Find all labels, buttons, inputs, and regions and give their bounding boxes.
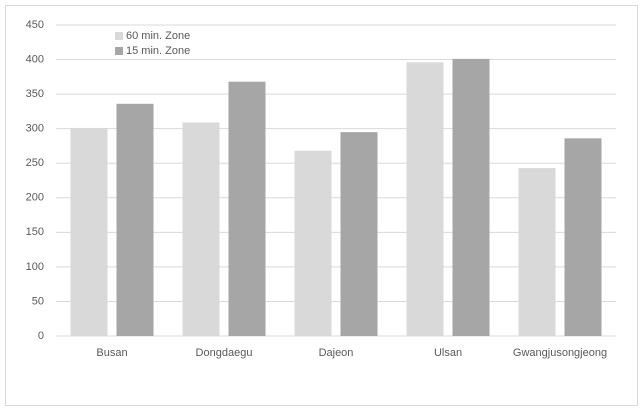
bar: [406, 62, 444, 336]
y-tick-label: 0: [38, 330, 44, 342]
x-tick-label: Dongdaegu: [196, 347, 253, 359]
y-tick-label: 50: [32, 295, 44, 307]
y-tick-label: 100: [26, 261, 44, 273]
y-tick-label: 350: [26, 88, 44, 100]
bar: [70, 127, 108, 336]
bar: [116, 103, 154, 336]
x-tick-label: Busan: [96, 347, 127, 359]
y-tick-label: 400: [26, 53, 44, 65]
bar: [564, 138, 602, 336]
bar: [182, 122, 220, 337]
y-tick-label: 300: [26, 123, 44, 135]
y-tick-label: 450: [26, 19, 44, 31]
bar: [294, 150, 332, 336]
legend-swatch: [115, 47, 123, 55]
x-tick-label: Ulsan: [434, 347, 462, 359]
legend-swatch: [115, 32, 123, 40]
x-tick-label: Dajeon: [319, 347, 354, 359]
bar: [228, 81, 266, 336]
y-tick-label: 150: [26, 226, 44, 238]
y-tick-label: 250: [26, 157, 44, 169]
legend-label: 15 min. Zone: [126, 45, 190, 57]
x-tick-label: Gwangjusongjeong: [513, 347, 607, 359]
bar: [452, 58, 490, 337]
legend-label: 60 min. Zone: [126, 30, 190, 42]
bar: [518, 168, 556, 336]
bar: [340, 132, 378, 336]
y-tick-label: 200: [26, 192, 44, 204]
